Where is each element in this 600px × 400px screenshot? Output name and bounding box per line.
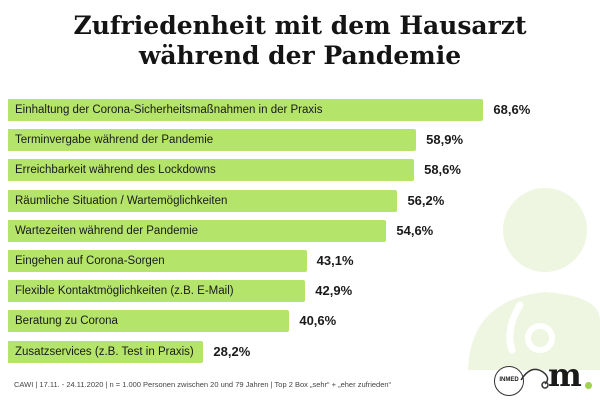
bar-9 (8, 340, 204, 363)
bar-value-4: 56,2% (407, 192, 445, 208)
brand-logo-dot-icon (585, 382, 592, 389)
bar-label-1: Einhaltung der Corona-Sicherheitsmaßnahm… (15, 104, 323, 116)
chart-title-line-1: Zufriedenheit mit dem Hausarzt (73, 11, 527, 40)
bar-label-3: Erreichbarkeit während des Lockdowns (15, 164, 216, 177)
bar-1 (8, 99, 484, 121)
footnote: CAWI | 17.11. - 24.11.2020 | n = 1.000 P… (14, 380, 392, 389)
bar-value-3: 58,6% (424, 162, 461, 178)
bar-label-9: Zusatzservices (z.B. Test in Praxis) (15, 345, 194, 358)
bar-5 (8, 219, 387, 242)
bar-label-2: Terminvergabe während der Pandemie (15, 134, 214, 147)
bar-value-5: 54,6% (396, 222, 434, 238)
bar-label-5: Wartezeiten während der Pandemie (15, 224, 199, 237)
bar-value-6: 43,1% (316, 253, 354, 268)
bar-value-1: 68,6% (493, 102, 531, 117)
bar-4 (8, 189, 398, 212)
bar-label-6: Eingehen auf Corona-Sorgen (15, 255, 165, 267)
bar-label-7: Flexible Kontaktmöglichkeiten (z.B. E-Ma… (15, 285, 234, 298)
bar-3 (8, 159, 415, 182)
bar-8 (8, 310, 290, 333)
bar-value-9: 28,2% (213, 343, 251, 359)
bar-value-7: 42,9% (315, 283, 353, 299)
bar-6 (8, 250, 307, 272)
brand-logo: m (548, 356, 582, 394)
chart-title-line-2: während der Pandemie (138, 41, 462, 70)
bar-value-8: 40,6% (299, 313, 337, 329)
stethoscope-icon (520, 368, 549, 389)
bar-2 (8, 129, 417, 152)
bar-label-8: Beratung zu Corona (15, 315, 118, 328)
bar-label-4: Räumliche Situation / Wartemöglichkeiten (15, 194, 228, 207)
bar-7 (8, 280, 306, 303)
bar-value-2: 58,9% (426, 132, 464, 148)
inmed-logo-icon: INMED (494, 366, 524, 396)
